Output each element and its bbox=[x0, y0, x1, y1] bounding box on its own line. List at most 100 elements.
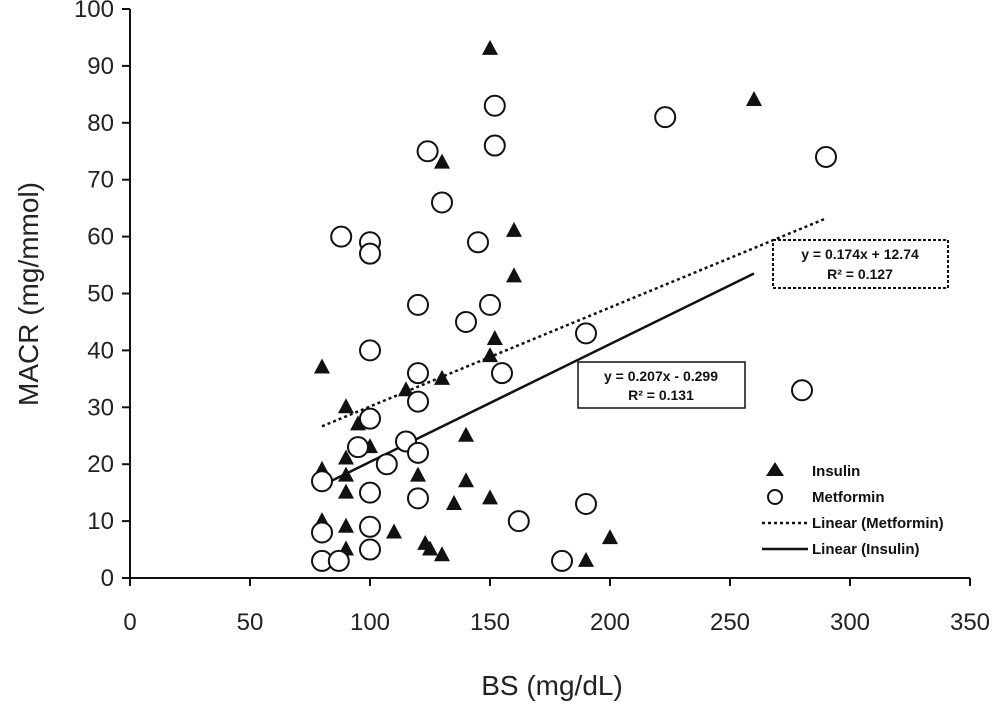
insulin-point bbox=[506, 221, 522, 237]
y-ticks: 0 10 20 30 40 50 60 70 80 90 100 bbox=[74, 0, 130, 592]
y-tick-label: 40 bbox=[87, 337, 114, 364]
insulin-r2: R² = 0.131 bbox=[628, 387, 694, 403]
metformin-r2: R² = 0.127 bbox=[827, 266, 893, 282]
x-tick-label: 150 bbox=[470, 609, 510, 636]
metformin-point bbox=[359, 242, 381, 265]
insulin-point bbox=[422, 540, 438, 556]
insulin-trendline bbox=[321, 272, 755, 487]
insulin-point bbox=[482, 489, 498, 505]
y-tick-label: 30 bbox=[87, 394, 114, 421]
metformin-point bbox=[416, 140, 439, 163]
legend-metformin-marker bbox=[767, 489, 783, 505]
y-tick-label: 80 bbox=[87, 110, 114, 137]
y-tick-label: 20 bbox=[87, 451, 114, 478]
metformin-point bbox=[815, 145, 837, 168]
metformin-point bbox=[431, 191, 453, 214]
metformin-point bbox=[327, 549, 350, 572]
y-axis-title: MACR (mg/mmol) bbox=[13, 182, 44, 406]
insulin-point bbox=[398, 381, 414, 397]
metformin-point bbox=[359, 481, 381, 504]
metformin-point bbox=[491, 362, 513, 385]
metformin-equation-box: y = 0.174x + 12.74 R² = 0.127 bbox=[772, 239, 949, 289]
insulin-point bbox=[338, 466, 354, 482]
metformin-point bbox=[483, 134, 506, 157]
y-tick-label: 10 bbox=[87, 508, 114, 535]
metformin-point bbox=[311, 521, 333, 544]
insulin-point bbox=[482, 347, 498, 363]
x-tick-label: 250 bbox=[710, 609, 750, 636]
metformin-point bbox=[551, 549, 573, 572]
metformin-equation: y = 0.174x + 12.74 bbox=[801, 246, 919, 262]
insulin-point bbox=[338, 517, 354, 533]
insulin-point bbox=[602, 529, 618, 545]
insulin-point bbox=[458, 472, 474, 488]
metformin-point bbox=[359, 515, 381, 538]
metformin-point bbox=[347, 436, 369, 459]
insulin-point bbox=[482, 39, 498, 55]
legend: Insulin Metformin Linear (Metformin) Lin… bbox=[762, 462, 944, 558]
metformin-point bbox=[407, 362, 429, 385]
insulin-point bbox=[338, 483, 354, 499]
metformin-point bbox=[507, 510, 530, 533]
insulin-point bbox=[338, 398, 354, 414]
x-tick-label: 50 bbox=[237, 609, 264, 636]
metformin-point bbox=[575, 493, 597, 516]
insulin-equation-frame bbox=[577, 361, 746, 409]
y-tick-label: 100 bbox=[74, 0, 114, 23]
insulin-point bbox=[578, 551, 594, 567]
x-ticks: 0 50 100 150 200 250 300 350 bbox=[123, 578, 990, 636]
legend-linear-insulin-label: Linear (Insulin) bbox=[812, 541, 920, 558]
y-tick-label: 70 bbox=[87, 167, 114, 194]
insulin-point bbox=[314, 358, 330, 374]
legend-insulin-label: Insulin bbox=[812, 463, 860, 480]
insulin-point bbox=[506, 267, 522, 283]
metformin-point bbox=[467, 231, 489, 254]
insulin-point bbox=[446, 495, 462, 511]
metformin-point bbox=[407, 390, 429, 413]
metformin-point bbox=[330, 225, 353, 248]
x-tick-label: 350 bbox=[950, 609, 990, 636]
metformin-point bbox=[455, 310, 477, 333]
metformin-point bbox=[791, 379, 813, 402]
y-tick-label: 60 bbox=[87, 224, 114, 251]
metformin-trendline bbox=[321, 217, 827, 428]
legend-linear-metformin-label: Linear (Metformin) bbox=[812, 515, 944, 532]
metformin-point bbox=[407, 487, 429, 510]
metformin-point bbox=[407, 293, 429, 316]
metformin-point bbox=[359, 407, 381, 430]
metformin-point bbox=[483, 94, 506, 117]
insulin-point bbox=[434, 546, 450, 562]
y-tick-label: 0 bbox=[101, 565, 114, 592]
insulin-equation-box: y = 0.207x - 0.299 R² = 0.131 bbox=[577, 361, 746, 409]
insulin-point bbox=[338, 449, 354, 465]
insulin-point bbox=[434, 153, 450, 169]
y-tick-label: 90 bbox=[87, 53, 114, 80]
metformin-point bbox=[359, 538, 381, 561]
x-tick-label: 300 bbox=[830, 609, 870, 636]
insulin-point bbox=[386, 523, 402, 539]
x-tick-label: 200 bbox=[590, 609, 630, 636]
metformin-point bbox=[654, 106, 677, 129]
data-points bbox=[311, 39, 837, 572]
insulin-equation: y = 0.207x - 0.299 bbox=[604, 368, 718, 384]
legend-metformin-label: Metformin bbox=[812, 489, 885, 506]
insulin-point bbox=[350, 415, 366, 431]
metformin-point bbox=[311, 470, 333, 493]
x-axis-title: BS (mg/dL) bbox=[481, 670, 623, 701]
insulin-point bbox=[458, 426, 474, 442]
metformin-point bbox=[407, 441, 429, 464]
metformin-point bbox=[575, 322, 597, 345]
metformin-point bbox=[359, 339, 381, 362]
y-tick-label: 50 bbox=[87, 281, 114, 308]
insulin-point bbox=[746, 91, 762, 107]
x-tick-label: 100 bbox=[350, 609, 390, 636]
x-tick-label: 0 bbox=[123, 609, 136, 636]
insulin-point bbox=[486, 330, 503, 346]
metformin-point bbox=[375, 453, 398, 476]
insulin-point bbox=[410, 466, 426, 482]
metformin-point bbox=[479, 293, 501, 316]
metformin-equation-frame bbox=[772, 239, 949, 289]
legend-insulin-marker bbox=[766, 462, 784, 476]
insulin-point bbox=[434, 369, 450, 385]
